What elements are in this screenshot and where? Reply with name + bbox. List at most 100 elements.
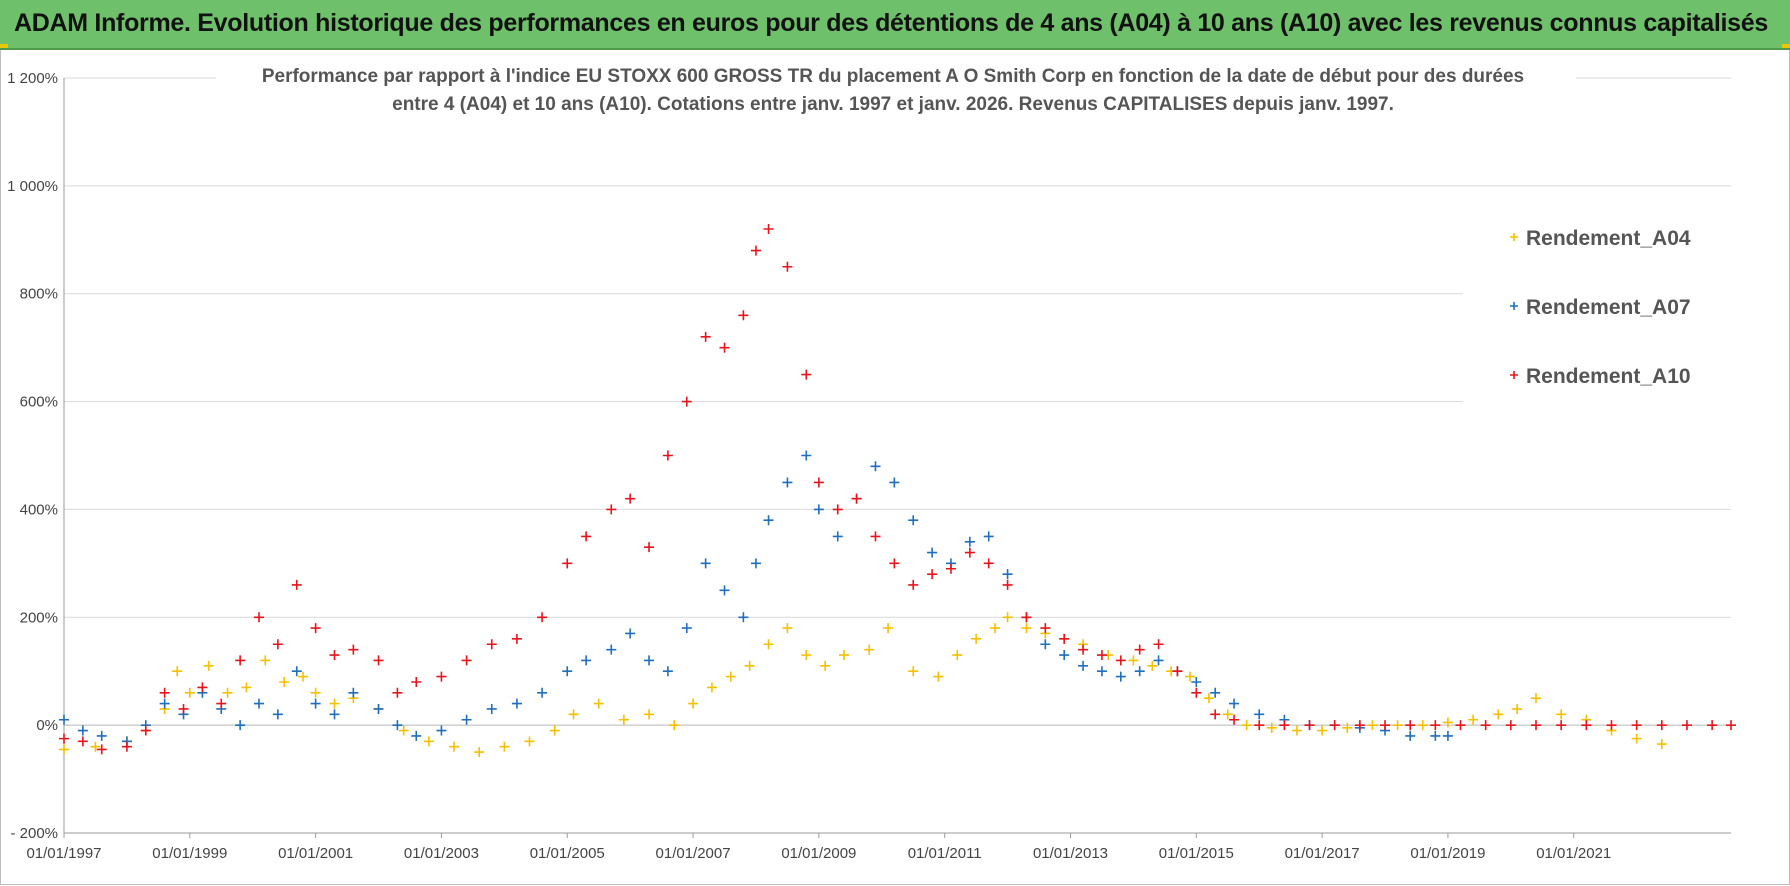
point-2-37: [801, 369, 812, 380]
point-2-3: [121, 741, 132, 752]
report-banner: ADAM Informe. Evolution historique des p…: [0, 0, 1790, 50]
point-0-28: [669, 720, 680, 731]
point-1-43: [908, 515, 919, 526]
point-2-29: [662, 450, 673, 461]
point-1-58: [1191, 677, 1202, 687]
point-1-36: [782, 477, 793, 488]
point-2-49: [1021, 612, 1032, 623]
point-0-20: [474, 747, 485, 758]
point-0-41: [933, 671, 944, 682]
y-tick-label-2: 200%: [20, 609, 58, 626]
chart-title-background: [216, 58, 1576, 118]
point-2-27: [625, 493, 636, 504]
point-2-34: [750, 245, 761, 256]
y-tick-label-7: 1 200%: [7, 70, 58, 87]
point-2-46: [964, 547, 975, 558]
point-2-4: [140, 725, 151, 736]
point-1-37: [801, 450, 812, 461]
point-1-61: [1254, 709, 1265, 720]
point-2-8: [216, 698, 227, 709]
point-2-51: [1059, 633, 1070, 644]
point-1-9: [235, 720, 246, 731]
point-2-56: [1153, 639, 1164, 650]
point-1-39: [832, 531, 843, 542]
point-0-67: [1493, 709, 1504, 720]
legend-marker-2: [1510, 371, 1518, 379]
point-2-40: [851, 493, 862, 504]
grid-layer: [64, 77, 1731, 834]
axis-layer: - 200% 0% 200% 400% 600% 800% 1 000% 1 200% 01/0…: [7, 70, 1731, 862]
y-tick-label-4: 600%: [20, 394, 58, 411]
point-0-5: [172, 666, 183, 677]
point-0-65: [1442, 717, 1453, 728]
point-1-16: [373, 703, 384, 714]
point-2-25: [581, 531, 592, 542]
point-1-17: [392, 720, 403, 731]
point-0-21: [499, 741, 510, 752]
x-tick-label-11: 01/01/2019: [1410, 845, 1485, 862]
point-1-0: [59, 714, 69, 725]
point-2-53: [1096, 650, 1107, 661]
point-2-13: [310, 623, 321, 634]
point-2-6: [178, 703, 189, 714]
point-2-2: [96, 744, 107, 755]
point-1-48: [1002, 569, 1013, 580]
point-0-7: [203, 660, 214, 671]
point-2-20: [461, 655, 472, 666]
report-title: ADAM Informe. Evolution historique des p…: [14, 9, 1768, 37]
point-1-60: [1229, 698, 1240, 709]
point-2-71: [1505, 720, 1516, 731]
point-1-52: [1078, 660, 1089, 671]
point-0-32: [744, 660, 755, 671]
point-2-55: [1134, 644, 1145, 655]
point-0-31: [725, 671, 736, 682]
point-0-54: [1185, 671, 1196, 682]
chart-title-line-1: Performance par rapport à l'indice EU ST…: [262, 66, 1524, 87]
series-rendement-a10: [59, 224, 1736, 755]
point-0-1: [90, 741, 101, 752]
chart-frame: - 200% 0% 200% 400% 600% 800% 1 000% 1 200% 01/0…: [0, 50, 1790, 885]
point-0-12: [298, 671, 309, 682]
x-tick-label-0: 01/01/1997: [26, 845, 101, 862]
performance-chart: - 200% 0% 200% 400% 600% 800% 1 000% 1 200% 01/0…: [7, 58, 1736, 862]
point-2-70: [1480, 720, 1491, 731]
point-2-39: [832, 504, 843, 515]
banner-corner-marker-left: [0, 44, 8, 48]
y-tick-label-6: 1 000%: [7, 178, 58, 195]
banner-corner-marker-right: [1782, 44, 1790, 48]
point-2-64: [1329, 720, 1340, 731]
x-tick-label-2: 01/01/2001: [278, 845, 353, 862]
point-1-22: [511, 698, 522, 709]
point-1-38: [813, 504, 824, 515]
legend-label-2: Rendement_A10: [1526, 365, 1691, 388]
series-layer: [59, 224, 1736, 758]
point-1-18: [411, 730, 422, 741]
point-0-42: [952, 650, 963, 661]
point-2-18: [411, 677, 422, 687]
point-2-35: [763, 224, 774, 234]
point-2-21: [486, 639, 497, 650]
point-1-13: [310, 698, 321, 709]
point-2-11: [272, 639, 283, 650]
point-2-28: [644, 542, 655, 553]
point-2-74: [1581, 720, 1592, 731]
point-2-79: [1707, 720, 1718, 731]
point-1-11: [272, 709, 283, 720]
point-2-76: [1631, 720, 1642, 731]
chart-title-area: Performance par rapport à l'indice EU ST…: [216, 58, 1576, 118]
point-2-44: [927, 569, 938, 580]
point-1-20: [461, 714, 472, 725]
point-2-17: [392, 687, 403, 698]
x-tick-label-4: 01/01/2005: [530, 845, 605, 862]
legend-label-0: Rendement_A04: [1526, 227, 1691, 250]
point-2-48: [1002, 579, 1013, 590]
point-0-68: [1512, 703, 1523, 714]
x-tick-label-6: 01/01/2009: [781, 845, 856, 862]
point-1-34: [750, 558, 761, 569]
point-2-9: [235, 655, 246, 666]
x-tick-label-12: 01/01/2021: [1536, 845, 1611, 862]
point-1-54: [1115, 671, 1126, 682]
point-2-66: [1380, 720, 1391, 731]
y-tick-label-3: 400%: [20, 501, 58, 518]
point-2-72: [1530, 720, 1541, 731]
